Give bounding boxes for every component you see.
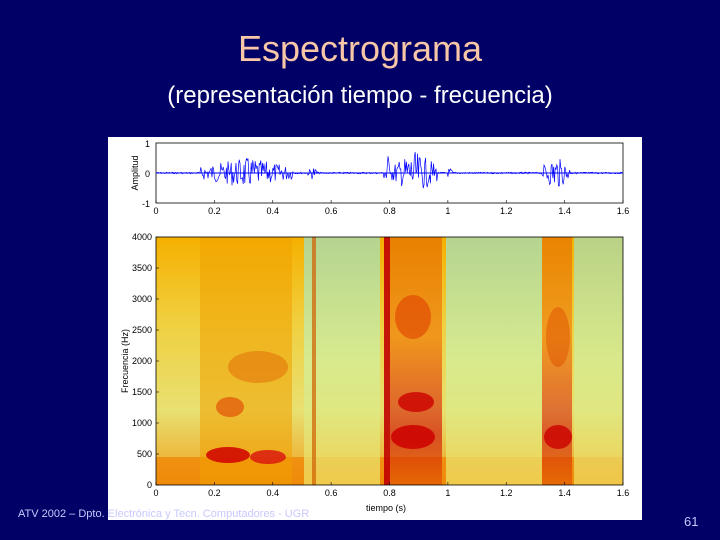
ytick-label: 3500	[132, 263, 152, 273]
spectrogram-xticks: 0 0.2 0.4 0.6 0.8 1 1.2 1.4 1.6	[153, 482, 629, 498]
ytick-label: 1500	[132, 387, 152, 397]
ytick-label: 4000	[132, 232, 152, 242]
xtick-label: 1.6	[617, 488, 630, 498]
xtick-label: 0	[153, 488, 158, 498]
xtick-label: 0	[153, 206, 158, 216]
spectrogram-figure: 1 0 -1 Amplitud 0 0.2 0.4 0.6 0.8 1 1.2 1.4 1.6	[108, 137, 642, 520]
wave-ytick-neg1: -1	[142, 199, 150, 209]
xtick-label: 1.4	[558, 488, 571, 498]
spectrogram-plot: 4000 3500 3000 2500 2000 1500 1000 500 0 0 0.2 0.4…	[120, 232, 629, 513]
slide-footer: ATV 2002 – Dpto. Electrónica y Tecn. Com…	[18, 508, 310, 520]
slide-subtitle: (representación tiempo - frecuencia)	[167, 82, 553, 109]
xtick-label: 1.2	[500, 488, 513, 498]
xtick-label: 0.8	[383, 488, 396, 498]
slide-title: Espectrograma	[237, 28, 483, 69]
xtick-label: 0.6	[325, 488, 338, 498]
waveform-plot: 1 0 -1 Amplitud 0 0.2 0.4 0.6 0.8 1 1.2 1.4 1.6	[130, 139, 629, 216]
spectrogram-yticks: 4000 3500 3000 2500 2000 1500 1000 500 0	[132, 232, 159, 490]
ytick-label: 2000	[132, 356, 152, 366]
spec-xlabel: tiempo (s)	[366, 503, 406, 513]
page-number: 61	[684, 514, 699, 529]
ytick-label: 0	[147, 480, 152, 490]
wave-ylabel: Amplitud	[130, 155, 140, 190]
ytick-label: 2500	[132, 325, 152, 335]
xtick-label: 0.2	[208, 488, 221, 498]
xtick-label: 0.2	[208, 206, 221, 216]
xtick-label: 0.8	[383, 206, 396, 216]
xtick-label: 1.4	[558, 206, 571, 216]
xtick-label: 0.4	[266, 206, 279, 216]
waveform-signal	[155, 152, 623, 189]
xtick-label: 1.6	[617, 206, 630, 216]
xtick-label: 0.4	[266, 488, 279, 498]
figure-svg: 1 0 -1 Amplitud 0 0.2 0.4 0.6 0.8 1 1.2 1.4 1.6	[120, 139, 629, 513]
ytick-label: 1000	[132, 418, 152, 428]
xtick-label: 1	[445, 206, 450, 216]
waveform-trace	[155, 152, 623, 189]
waveform-xticks: 0 0.2 0.4 0.6 0.8 1 1.2 1.4 1.6	[153, 200, 629, 216]
wave-ytick-1: 1	[145, 139, 150, 149]
ytick-label: 500	[137, 449, 152, 459]
xtick-label: 0.6	[325, 206, 338, 216]
wave-ytick-0: 0	[145, 169, 150, 179]
spec-ylabel: Frecuencia (Hz)	[120, 329, 130, 393]
xtick-label: 1.2	[500, 206, 513, 216]
xtick-label: 1	[445, 488, 450, 498]
ytick-label: 3000	[132, 294, 152, 304]
